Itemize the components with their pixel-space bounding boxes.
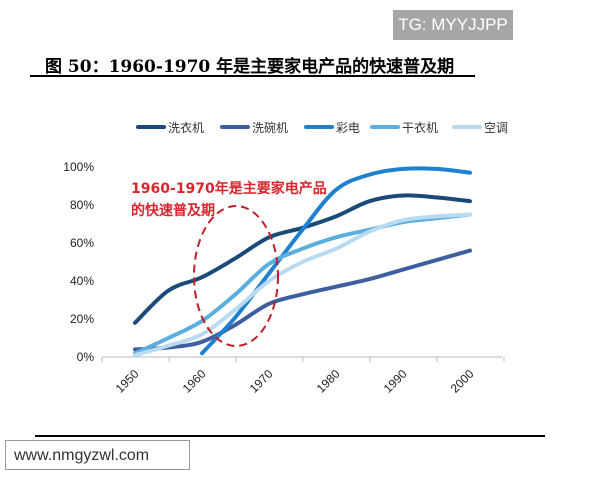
x-tick-label: 1950 <box>113 367 142 396</box>
legend-label: 洗衣机 <box>168 120 204 135</box>
y-tick-label: 0% <box>77 350 95 364</box>
chart-title: 图 50：1960-1970 年是主要家电产品的快速普及期 <box>45 57 455 77</box>
series-line-2 <box>133 248 472 352</box>
y-tick-label: 80% <box>70 198 94 212</box>
annotation-text: 1960-1970年是主要家电产品 <box>131 180 327 197</box>
annotation-ellipse <box>193 205 279 347</box>
series-line-5 <box>133 212 472 358</box>
x-tick-label: 1980 <box>314 367 343 396</box>
x-tick-label: 1960 <box>180 367 209 396</box>
series-line-3 <box>200 166 472 356</box>
watermark-bottom: www.nmgyzwl.com <box>5 440 190 470</box>
x-tick-label: 2000 <box>448 367 477 396</box>
x-tick-label: 1990 <box>381 367 410 396</box>
watermark-top: TG: MYYJJPP <box>393 10 513 40</box>
title-rule <box>30 75 475 77</box>
legend-label: 干衣机 <box>402 120 438 135</box>
y-tick-label: 40% <box>70 274 94 288</box>
y-tick-label: 100% <box>63 160 94 174</box>
legend-label: 洗碗机 <box>252 120 288 135</box>
legend-label: 空调 <box>484 121 508 135</box>
y-tick-label: 60% <box>70 236 94 250</box>
annotation-text: 的快速普及期 <box>131 202 215 219</box>
bottom-rule <box>35 435 545 437</box>
series-line-4 <box>133 212 472 356</box>
legend-label: 彩电 <box>336 121 360 135</box>
y-tick-label: 20% <box>70 312 94 326</box>
x-tick-label: 1970 <box>247 367 276 396</box>
